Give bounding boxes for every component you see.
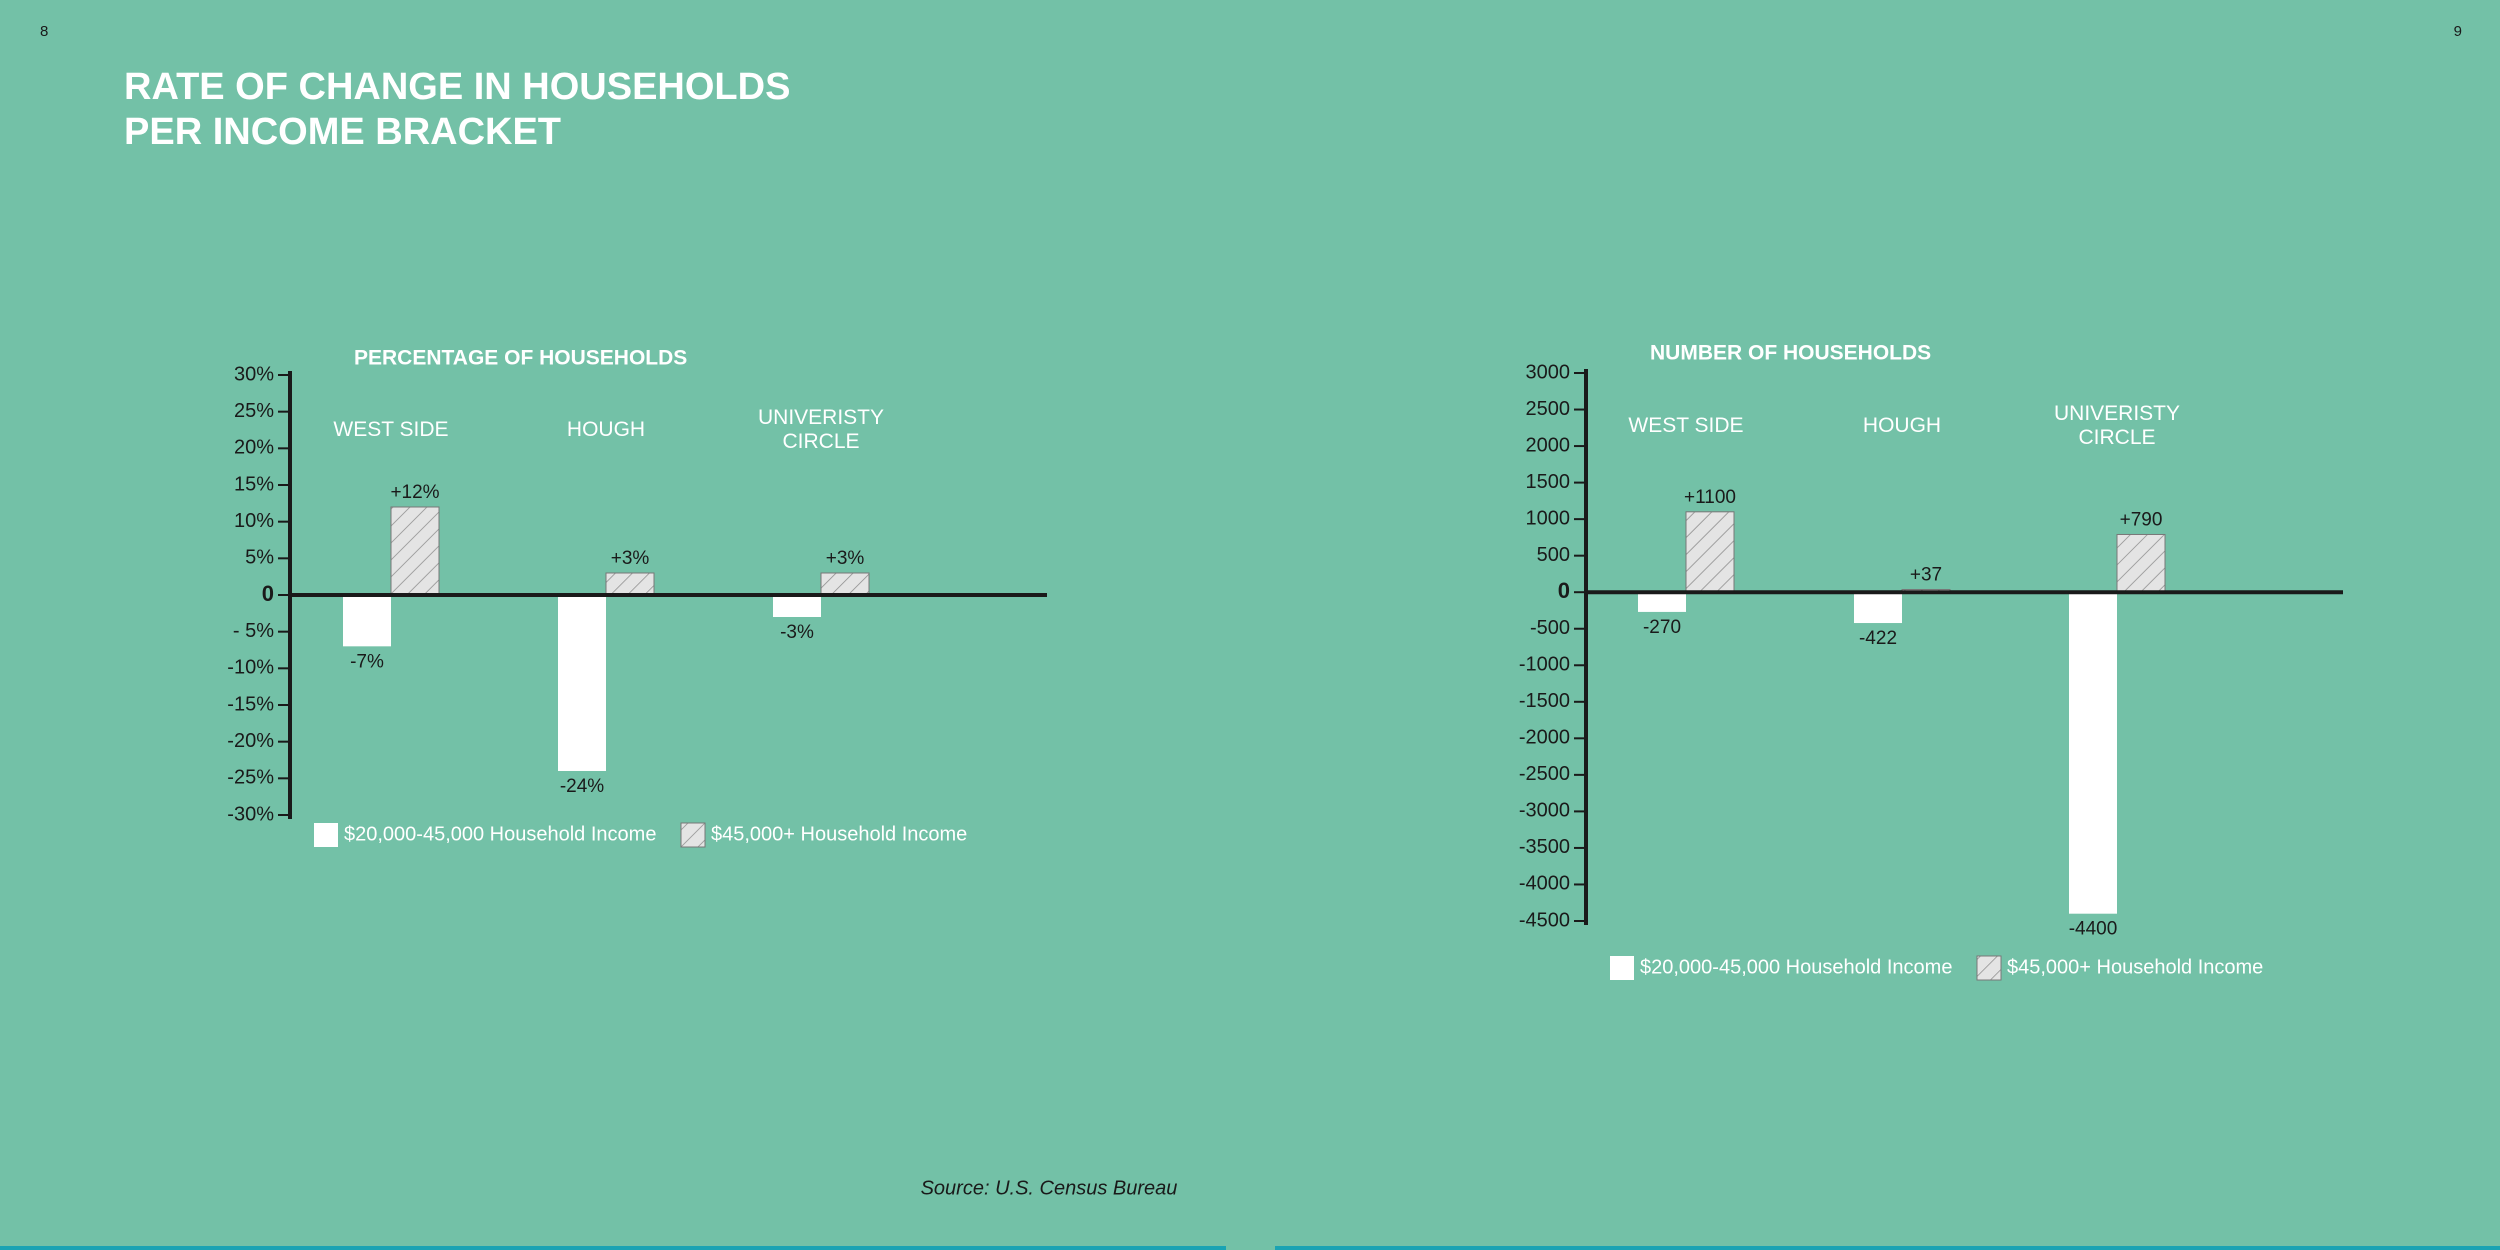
y-tick-label: 15% (234, 473, 274, 495)
y-tick-label: -4000 (1519, 873, 1570, 895)
y-tick-label: 3000 (1526, 361, 1571, 383)
legend-label: $20,000-45,000 Household Income (1640, 956, 1952, 978)
y-tick-label: -25% (227, 767, 274, 789)
value-label: -4400 (2069, 919, 2118, 940)
y-tick-label: 5% (245, 547, 274, 569)
y-tick-label: -15% (227, 693, 274, 715)
bottom-rule (0, 1246, 1226, 1250)
y-tick-label: 0 (1558, 578, 1570, 603)
y-tick-label: 1000 (1526, 507, 1571, 529)
category-label: UNIVERISTY CIRCLE (2053, 402, 2181, 449)
value-label: +3% (611, 548, 650, 569)
category-label-box: UNIVERISTY CIRCLE (2053, 402, 2181, 449)
bar (2069, 592, 2117, 914)
category-label: HOUGH (566, 418, 646, 441)
y-tick-label: -500 (1530, 617, 1570, 639)
legend-swatch (314, 823, 338, 847)
y-tick-label: 2000 (1526, 434, 1571, 456)
page-number: 8 (40, 23, 48, 40)
category-label-box: WEST SIDE (333, 418, 449, 441)
chart-title: NUMBER OF HOUSEHOLDS (1650, 342, 1931, 365)
y-tick-label: 1500 (1526, 471, 1571, 493)
value-label: -270 (1643, 617, 1681, 638)
y-tick-label: 20% (234, 437, 274, 459)
y-tick-label: 0 (262, 581, 274, 606)
value-label: -7% (350, 651, 384, 672)
y-tick-label: -30% (227, 803, 274, 825)
category-label: HOUGH (1862, 414, 1942, 437)
value-label: +12% (390, 482, 439, 503)
y-tick-label: -4500 (1519, 909, 1570, 931)
legend-swatch (1610, 956, 1634, 980)
page-title: PER INCOME BRACKET (124, 111, 561, 153)
category-label-box: HOUGH (566, 418, 646, 441)
legend-label: $45,000+ Household Income (711, 823, 967, 845)
legend-label: $20,000-45,000 Household Income (344, 823, 656, 845)
bar (558, 595, 606, 771)
bar (1685, 511, 1735, 593)
bar (390, 506, 440, 596)
bar (2116, 533, 2166, 593)
bar (605, 572, 655, 596)
y-tick-label: -10% (227, 657, 274, 679)
value-label: +790 (2120, 509, 2163, 530)
source: Source: U.S. Census Bureau (921, 1177, 1178, 1199)
value-label: +37 (1910, 565, 1942, 586)
y-tick-label: -2000 (1519, 727, 1570, 749)
category-label-box: WEST SIDE (1628, 414, 1744, 437)
y-tick-label: -20% (227, 730, 274, 752)
y-tick-label: 10% (234, 510, 274, 532)
bar (343, 595, 391, 647)
category-label-box: UNIVERISTY CIRCLE (757, 406, 885, 453)
legend-label: $45,000+ Household Income (2007, 956, 2263, 978)
category-label: WEST SIDE (333, 418, 449, 441)
page-title: RATE OF CHANGE IN HOUSEHOLDS (124, 66, 790, 108)
chart-title: PERCENTAGE OF HOUSEHOLDS (354, 347, 687, 370)
y-tick-label: - 5% (233, 620, 274, 642)
bar (773, 595, 821, 617)
bar (820, 572, 870, 596)
y-tick-label: 500 (1537, 544, 1570, 566)
value-label: -422 (1859, 628, 1897, 649)
category-label-box: HOUGH (1862, 414, 1942, 437)
category-label: UNIVERISTY CIRCLE (757, 406, 885, 453)
y-tick-label: -2500 (1519, 763, 1570, 785)
value-label: -24% (560, 776, 604, 797)
y-tick-label: 25% (234, 400, 274, 422)
category-label: WEST SIDE (1628, 414, 1744, 437)
page-number: 9 (2454, 23, 2462, 40)
y-tick-label: 30% (234, 363, 274, 385)
value-label: +1100 (1684, 487, 1736, 508)
y-tick-label: -1000 (1519, 654, 1570, 676)
y-tick-label: -3000 (1519, 800, 1570, 822)
bar (1854, 592, 1902, 624)
bottom-rule (1275, 1246, 2500, 1250)
y-tick-label: 2500 (1526, 398, 1571, 420)
y-tick-label: -1500 (1519, 690, 1570, 712)
bar (1638, 592, 1686, 612)
y-tick-label: -3500 (1519, 836, 1570, 858)
legend-swatch (1976, 955, 2002, 981)
value-label: -3% (780, 622, 814, 643)
value-label: +3% (826, 548, 865, 569)
legend-swatch (680, 822, 706, 848)
